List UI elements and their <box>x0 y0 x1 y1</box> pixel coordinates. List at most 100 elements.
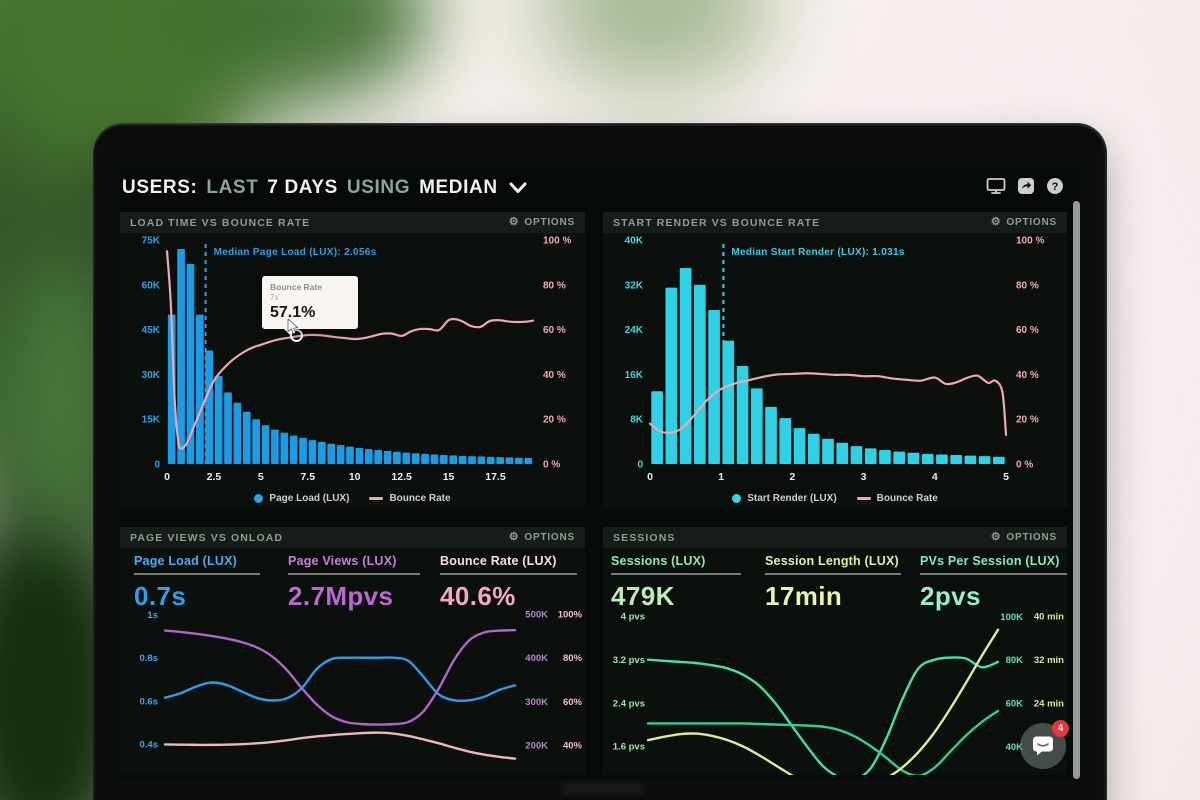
bars-group[interactable] <box>167 248 533 464</box>
header-segment: 7 DAYS <box>267 177 338 198</box>
header-segment: MEDIAN <box>419 177 498 198</box>
panel-header: LOAD TIME VS BOUNCE RATE ⚙ OPTIONS <box>120 212 585 233</box>
svg-text:0: 0 <box>647 471 653 483</box>
panel-start-render-vs-bounce-rate: START RENDER VS BOUNCE RATE ⚙ OPTIONS 40… <box>603 212 1067 509</box>
svg-text:60 %: 60 % <box>1016 325 1039 336</box>
svg-text:7.5: 7.5 <box>300 471 315 483</box>
metric-label: PVs Per Session (LUX) <box>920 554 1060 568</box>
options-label: OPTIONS <box>524 532 575 543</box>
header-segment: USERS: <box>122 177 198 198</box>
svg-text:30K: 30K <box>142 370 161 381</box>
svg-text:80K: 80K <box>1006 655 1024 666</box>
svg-text:100K: 100K <box>1000 612 1023 623</box>
x-axis: 0 1 2 3 4 5 <box>647 471 1009 483</box>
dashboard-screen: USERS: LAST 7 DAYS USING MEDIAN ? <box>120 167 1080 779</box>
hover-point-marker <box>290 329 303 342</box>
legend-item[interactable]: Bounce Rate <box>856 493 938 504</box>
options-label: OPTIONS <box>1006 217 1057 228</box>
svg-text:3.2 pvs: 3.2 pvs <box>613 655 645 666</box>
metric-value: 2pvs <box>920 581 981 611</box>
svg-text:40 min: 40 min <box>1034 612 1064 623</box>
metric-label: Session Length (LUX) <box>765 554 899 568</box>
legend-dot-icon <box>254 494 264 503</box>
svg-text:60%: 60% <box>563 697 583 708</box>
chat-widget-button[interactable]: 4 <box>1020 720 1069 769</box>
svg-text:24 min: 24 min <box>1034 699 1064 710</box>
svg-text:?: ? <box>1052 181 1059 193</box>
metric-underline <box>134 573 260 575</box>
panel-load-time-vs-bounce-rate: LOAD TIME VS BOUNCE RATE ⚙ OPTIONS 75K 60… <box>120 212 585 509</box>
x-axis: 0 2.5 5 7.5 10 12.5 15 17.5 <box>164 471 506 483</box>
metric-label: Page Load (LUX) <box>134 554 238 568</box>
legend-item[interactable]: Bounce Rate <box>369 493 451 504</box>
y-axis-left: 75K 60K 45K 30K 15K 0 <box>142 236 161 471</box>
chat-bubble-icon <box>1033 736 1053 756</box>
svg-text:10: 10 <box>349 471 361 483</box>
gear-icon: ⚙ <box>990 216 1002 228</box>
legend-label: Bounce Rate <box>876 493 938 504</box>
metric-value: 2.7Mpvs <box>288 581 394 611</box>
legend-label: Page Load (LUX) <box>269 493 350 504</box>
options-button[interactable]: ⚙ OPTIONS <box>990 531 1057 544</box>
scrollbar[interactable] <box>1073 201 1080 779</box>
chart-tooltip: Bounce Rate 7s 57.1% <box>262 276 358 335</box>
panel-header: SESSIONS ⚙ OPTIONS <box>603 527 1067 548</box>
svg-text:0.4s: 0.4s <box>140 740 159 751</box>
y-axis-left: 40K 32K 24K 16K 8K 0 <box>625 236 644 471</box>
svg-text:2: 2 <box>789 471 795 483</box>
metric-label: Sessions (LUX) <box>611 554 706 568</box>
svg-text:16K: 16K <box>625 370 644 381</box>
series-line <box>646 656 1000 775</box>
toolbar-icons: ? <box>986 177 1064 195</box>
panel-title: LOAD TIME VS BOUNCE RATE <box>130 216 311 229</box>
notification-badge: 4 <box>1052 720 1069 737</box>
options-label: OPTIONS <box>524 217 575 228</box>
axis-labels: 1s 0.8s 0.6s 0.4s <box>140 610 159 751</box>
svg-text:100 %: 100 % <box>543 236 571 247</box>
svg-text:Median Start Render (LUX): 1.0: Median Start Render (LUX): 1.031s <box>731 247 904 258</box>
svg-text:32K: 32K <box>625 280 644 291</box>
legend-item[interactable]: Page Load (LUX) <box>254 493 349 504</box>
svg-text:60 %: 60 % <box>543 325 566 336</box>
svg-text:500K: 500K <box>525 609 548 620</box>
svg-text:0.6s: 0.6s <box>140 696 159 707</box>
axis-labels: 4 pvs 3.2 pvs 2.4 pvs 1.6 pvs <box>613 612 645 753</box>
metric-label: Page Views (LUX) <box>288 554 397 568</box>
options-button[interactable]: ⚙ OPTIONS <box>508 216 575 229</box>
gear-icon: ⚙ <box>990 531 1002 543</box>
metric-page-views: Page Views (LUX) 2.7Mpvs <box>288 554 420 612</box>
axis-labels: 500K 400K 300K 200K <box>525 609 548 751</box>
metric-label: Bounce Rate (LUX) <box>440 554 557 568</box>
options-label: OPTIONS <box>1006 532 1057 543</box>
metric-underline <box>440 573 577 575</box>
gear-icon: ⚙ <box>508 216 520 228</box>
metric-underline <box>920 573 1067 575</box>
panel-sessions: SESSIONS ⚙ OPTIONS Sessions (LUX) 479K S… <box>603 527 1067 775</box>
series-line <box>163 628 517 726</box>
options-button[interactable]: ⚙ OPTIONS <box>509 532 575 544</box>
svg-text:2.5: 2.5 <box>207 471 222 483</box>
laptop-logo <box>561 783 645 795</box>
axis-labels: 100K 80K 60K 40K <box>1000 612 1023 753</box>
metric-value: 40.6% <box>440 581 516 611</box>
monitor-icon[interactable] <box>986 177 1006 195</box>
svg-text:60K: 60K <box>142 280 161 291</box>
svg-text:24K: 24K <box>625 325 644 336</box>
chart-legend: Page Load (LUX) Bounce Rate <box>120 493 585 504</box>
options-button[interactable]: ⚙ OPTIONS <box>990 216 1057 229</box>
svg-text:45K: 45K <box>142 325 161 336</box>
svg-text:40%: 40% <box>563 741 583 752</box>
svg-text:0.8s: 0.8s <box>140 653 159 664</box>
background-foliage <box>540 0 770 90</box>
svg-text:60K: 60K <box>1006 699 1024 710</box>
bars-group[interactable] <box>651 268 1005 464</box>
share-icon[interactable] <box>1017 177 1035 195</box>
panel-header: PAGE VIEWS VS ONLOAD ⚙ OPTIONS <box>120 527 585 548</box>
bounce-rate-line <box>648 372 1008 436</box>
legend-dot-icon <box>732 494 742 503</box>
dashboard-filter-dropdown[interactable]: USERS: LAST 7 DAYS USING MEDIAN <box>122 175 527 201</box>
help-icon[interactable]: ? <box>1046 177 1064 195</box>
tooltip-value: 57.1% <box>270 304 316 321</box>
legend-item[interactable]: Start Render (LUX) <box>732 493 837 504</box>
